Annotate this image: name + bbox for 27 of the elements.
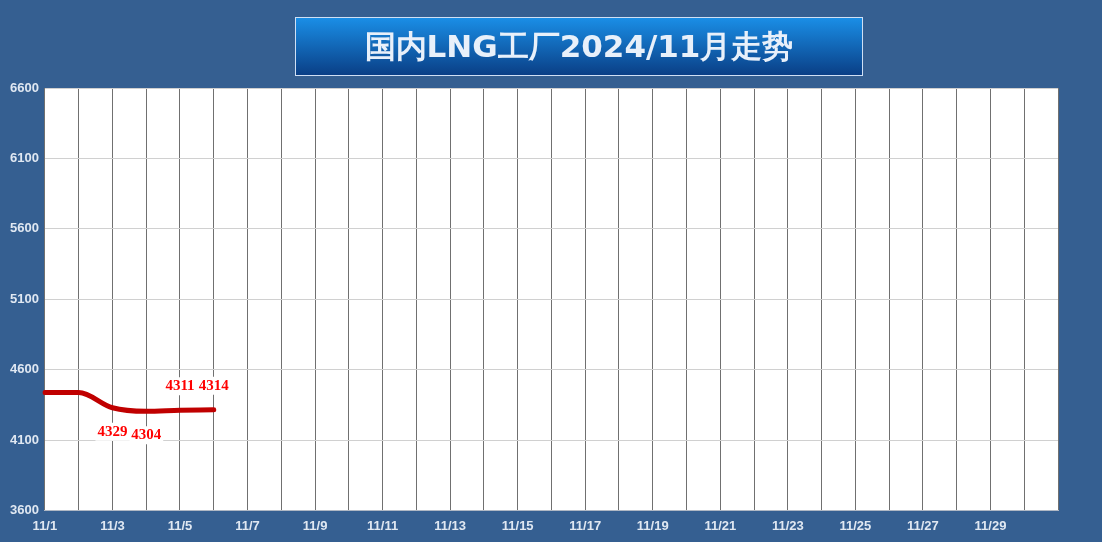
y-tick-label: 5100 <box>10 290 39 306</box>
x-tick-label: 11/17 <box>569 517 602 533</box>
x-tick-label: 11/25 <box>839 517 872 533</box>
x-tick-label: 11/29 <box>974 517 1007 533</box>
x-tick-label: 11/5 <box>167 517 193 533</box>
x-tick-label: 11/23 <box>771 517 804 533</box>
x-tick-label: 11/9 <box>302 517 328 533</box>
data-label: 4311 <box>165 377 195 394</box>
y-tick-label: 3600 <box>10 501 39 517</box>
data-label: 4329 <box>97 422 128 439</box>
data-label: 4304 <box>131 426 162 443</box>
x-tick-label: 11/1 <box>32 517 58 533</box>
data-label: 4314 <box>198 376 230 393</box>
chart-title: 国内LNG工厂2024/11月走势 <box>295 17 863 76</box>
x-tick-label: 11/7 <box>235 517 260 533</box>
y-tick-label: 4600 <box>10 361 39 377</box>
x-tick-label: 11/21 <box>704 517 737 533</box>
y-tick-label: 6100 <box>10 149 39 165</box>
x-tick-label: 11/19 <box>636 517 669 533</box>
y-tick-label: 4100 <box>10 431 39 447</box>
y-tick-label: 5600 <box>10 220 39 236</box>
x-tick-label: 11/13 <box>434 517 467 533</box>
x-tick-label: 11/15 <box>501 517 534 533</box>
y-tick-label: 6600 <box>10 79 39 95</box>
x-tick-label: 11/11 <box>367 517 399 533</box>
x-tick-label: 11/27 <box>907 517 939 533</box>
x-tick-label: 11/3 <box>100 517 125 533</box>
